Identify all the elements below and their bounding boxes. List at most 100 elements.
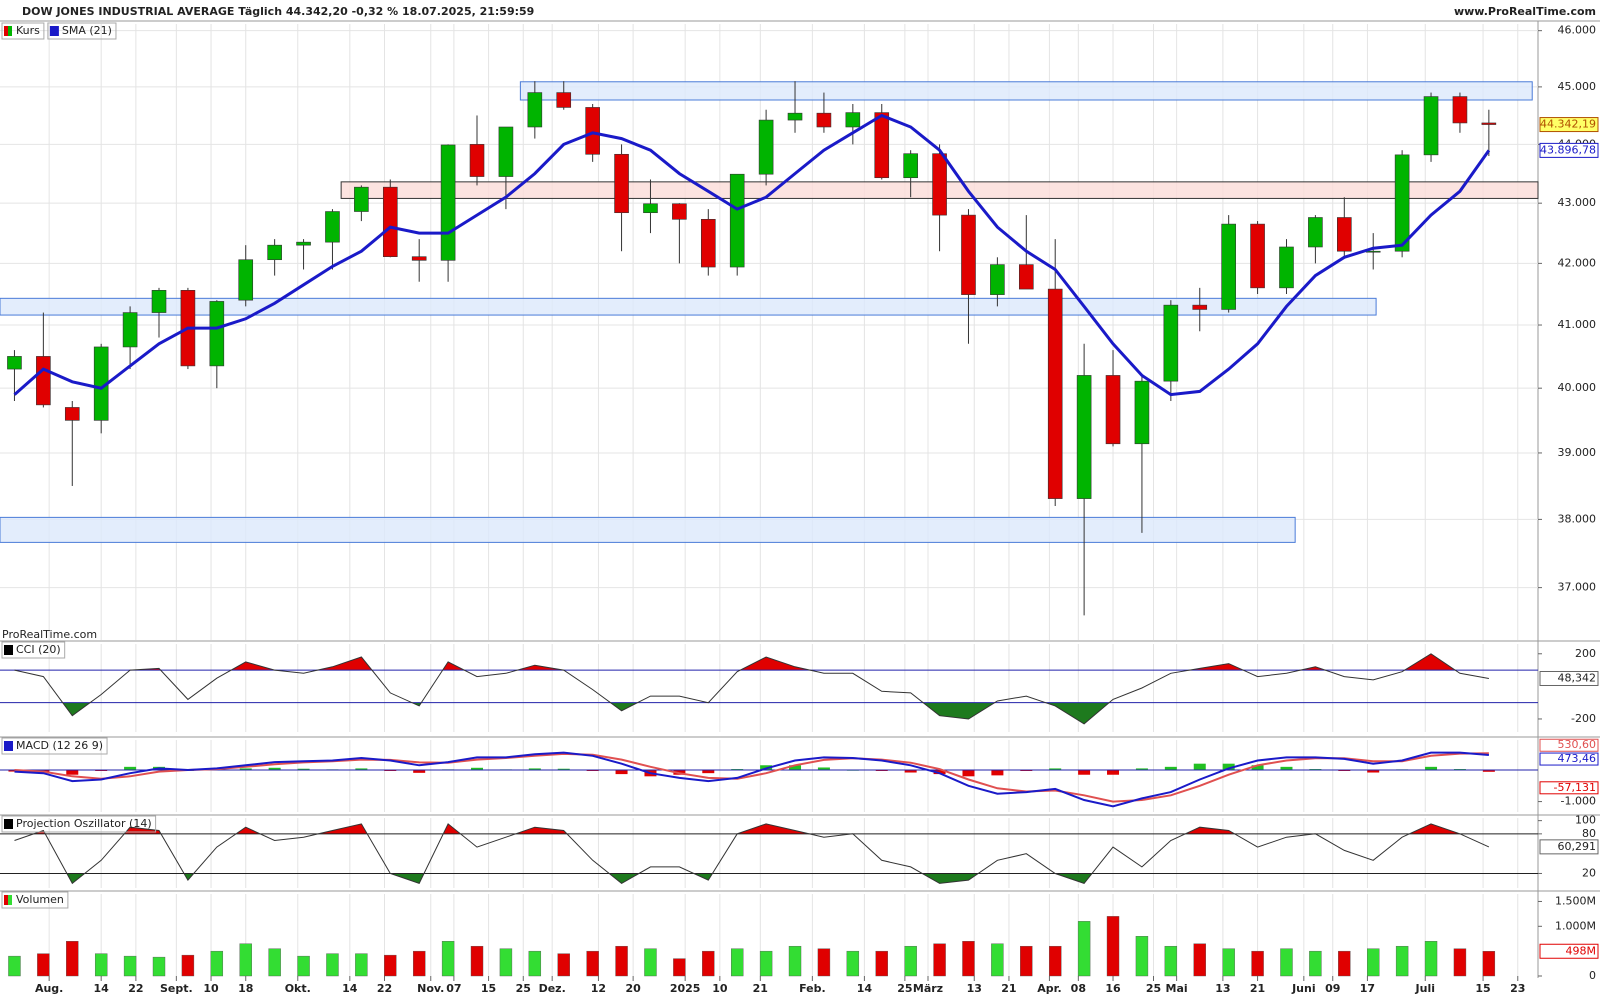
x-tick-label: 25 <box>516 982 531 995</box>
x-tick-label: 08 <box>1071 982 1086 995</box>
histogram-bar <box>817 767 830 770</box>
candle-body <box>1481 122 1497 125</box>
candle-body <box>643 203 658 214</box>
x-tick-label: 15 <box>1475 982 1490 995</box>
x-tick-label: 14 <box>857 982 873 995</box>
candle-body <box>1163 304 1179 382</box>
x-tick-label: 13 <box>967 982 982 995</box>
volume-bar <box>210 950 224 977</box>
candle-body <box>1365 250 1381 253</box>
y-tick-label: 100 <box>1575 814 1596 827</box>
legend-box <box>1 641 66 659</box>
legend-swatch <box>8 26 12 36</box>
y-tick-label: 1.000M <box>1555 919 1596 932</box>
candle-body <box>527 92 543 128</box>
candle-body <box>1105 375 1121 445</box>
x-tick-label: 21 <box>1250 982 1265 995</box>
y-tick-label: 1.500M <box>1555 894 1596 907</box>
histogram-bar <box>702 770 715 774</box>
x-tick-label: 25 <box>1146 982 1161 995</box>
volume-bar <box>1077 921 1091 977</box>
histogram-bar <box>1251 765 1264 770</box>
volume-bar <box>1395 945 1409 977</box>
volume-bar <box>1453 948 1467 977</box>
x-tick-label: Mai <box>1166 982 1188 995</box>
candle-body <box>1452 96 1468 124</box>
candle-body <box>614 153 629 214</box>
candle-body <box>1192 304 1208 310</box>
last-value-box <box>1539 738 1599 752</box>
volume-bar <box>788 945 802 977</box>
candle-body <box>354 186 369 212</box>
x-tick-label: Sept. <box>160 982 193 995</box>
candle-body <box>1076 375 1092 499</box>
x-tick-label: Juli <box>1415 982 1435 995</box>
x-tick-label: 10 <box>712 982 728 995</box>
macd-line <box>14 751 1489 808</box>
candle-body <box>845 112 861 128</box>
volume-bar <box>528 950 542 977</box>
candle-body <box>1337 217 1352 252</box>
volume-bar <box>933 943 946 977</box>
volume-bar <box>297 955 310 977</box>
volume-bar <box>962 941 975 977</box>
candle-body <box>787 112 803 121</box>
y-tick-label: 200 <box>1575 647 1596 660</box>
histogram-bar <box>124 766 137 770</box>
y-tick-label: 40.000 <box>1558 381 1597 394</box>
watermark: ProRealTime.com <box>2 628 97 641</box>
candle-body <box>382 186 398 257</box>
histogram-bar <box>1425 766 1438 770</box>
volume-bar <box>730 948 744 977</box>
last-value-label: 44.342,19 <box>1540 118 1596 131</box>
candle-body <box>1308 217 1323 248</box>
candle-body <box>961 214 976 295</box>
x-tick-label: 14 <box>94 982 110 995</box>
histogram-bar <box>528 768 541 770</box>
volume-bar <box>1251 950 1264 977</box>
x-tick-label: Feb. <box>799 982 826 995</box>
last-value-label: -57,131 <box>1554 781 1596 794</box>
histogram-bar <box>471 767 484 770</box>
candle-body <box>932 153 947 216</box>
x-tick-label: 18 <box>238 982 253 995</box>
x-tick-label: 22 <box>128 982 143 995</box>
y-tick-label: 0 <box>1589 969 1596 982</box>
legend-box <box>1 737 108 755</box>
legend-box <box>1 891 69 909</box>
x-tick-label: Juni <box>1291 982 1316 995</box>
last-value-box <box>1539 839 1599 855</box>
y-tick-label: 45.000 <box>1558 80 1597 93</box>
candle-body <box>440 144 456 261</box>
histogram-bar <box>1222 763 1235 770</box>
candle-body <box>1423 96 1439 156</box>
legend-swatch <box>4 741 13 751</box>
volume-bar <box>181 954 195 977</box>
volume-bar <box>1164 945 1178 977</box>
last-value-label: 473,46 <box>1558 752 1597 765</box>
y-tick-label: 20 <box>1582 866 1596 879</box>
histogram-bar <box>239 768 252 770</box>
last-value-box <box>1539 142 1599 158</box>
x-tick-label: Dez. <box>539 982 566 995</box>
x-tick-label: 14 <box>342 982 358 995</box>
volume-bar <box>355 953 368 977</box>
histogram-bar <box>355 768 368 770</box>
legend-box <box>1 815 157 833</box>
candle-body <box>1221 223 1236 310</box>
candle-body <box>729 173 745 268</box>
volume-bar <box>1106 916 1120 977</box>
histogram-bar <box>1164 766 1177 770</box>
y-tick-label: 39.000 <box>1558 446 1597 459</box>
legend-label: Projection Oszillator (14) <box>16 817 152 830</box>
candle-body <box>1394 154 1410 252</box>
candle-body <box>556 92 572 108</box>
candle-body <box>990 264 1005 295</box>
y-tick-label: 41.000 <box>1558 318 1597 331</box>
last-value-label: 530,60 <box>1558 738 1597 751</box>
volume-bar <box>991 943 1004 977</box>
volume-bar <box>557 953 570 977</box>
x-tick-label: 22 <box>377 982 392 995</box>
